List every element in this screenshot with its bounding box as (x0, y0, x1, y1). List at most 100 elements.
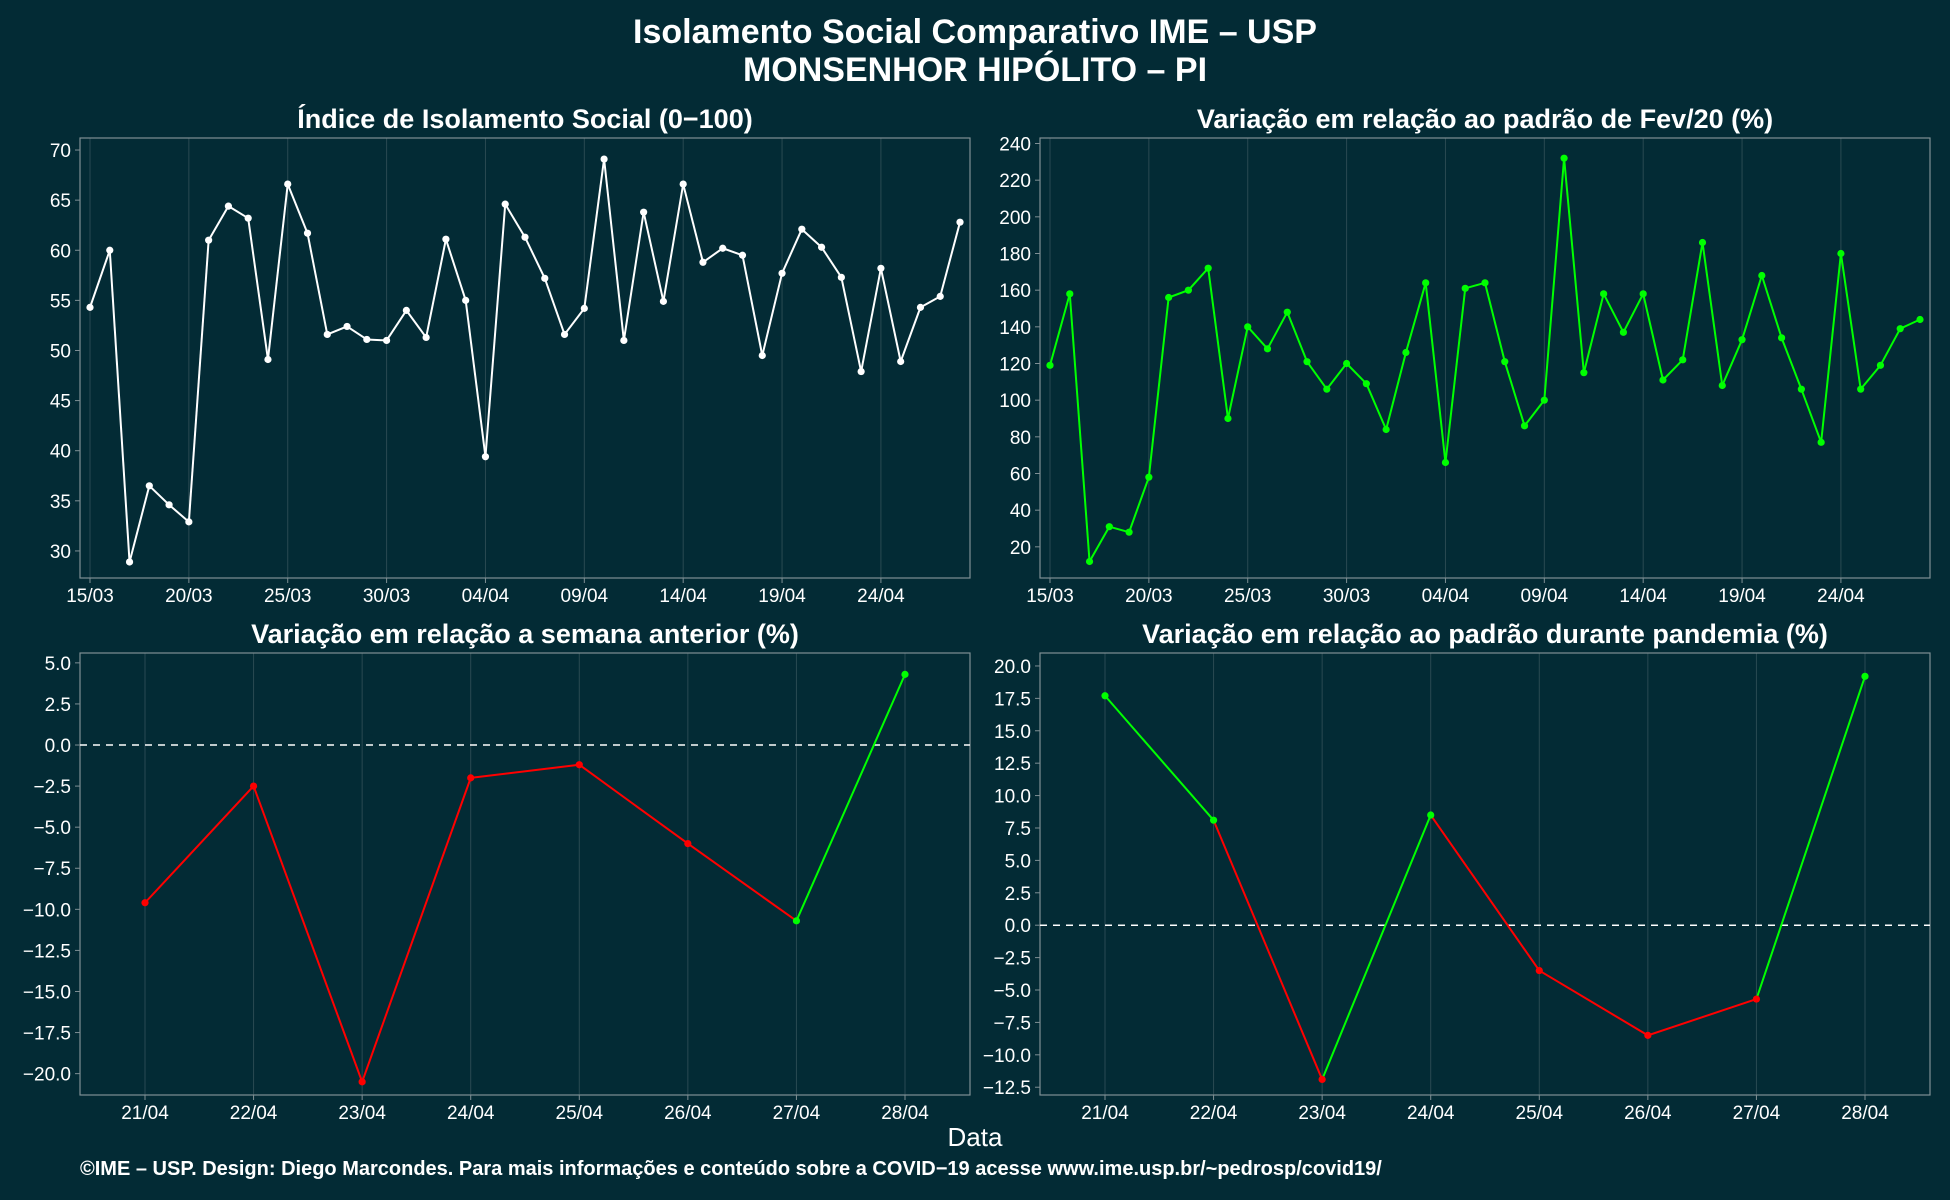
series-line-segment (1246, 326, 1269, 350)
series-line-segment (89, 249, 111, 308)
y-tick-label: 240 (999, 135, 1031, 156)
data-point (382, 336, 391, 345)
data-point (303, 229, 312, 237)
data-point (343, 322, 351, 331)
data-point (1644, 1031, 1652, 1039)
series-line-segment (939, 221, 961, 297)
data-point (1427, 811, 1435, 819)
panel-frame (79, 652, 971, 1096)
data-point (224, 202, 233, 210)
series-line-segment (1049, 293, 1071, 366)
data-point (284, 180, 292, 188)
series-line-segment (1859, 364, 1882, 390)
series-line-segment (682, 183, 704, 263)
data-point (422, 333, 430, 342)
x-tick-label: 21/04 (121, 1103, 169, 1124)
series-line-segment (444, 238, 467, 301)
data-point (481, 453, 490, 461)
data-point (1916, 315, 1924, 324)
x-tick-label: 20/03 (165, 586, 213, 607)
panel-frame (1039, 652, 1931, 1096)
series-line-segment (1187, 267, 1209, 291)
series-line-segment (187, 240, 210, 522)
chart-main-title: Isolamento Social Comparativo IME – USP (633, 13, 1317, 51)
y-tick-label: −7.5 (33, 859, 71, 880)
data-point (1323, 385, 1331, 393)
data-point (1857, 385, 1865, 393)
series-line-segment (642, 211, 665, 302)
data-point (1861, 672, 1869, 680)
x-tick-label: 24/04 (1817, 586, 1865, 607)
data-point (1698, 238, 1707, 247)
series-line-segment (252, 785, 364, 1083)
y-tick-label: 30 (50, 542, 71, 563)
y-tick-label: 160 (999, 281, 1031, 302)
y-tick-label: −17.5 (23, 1024, 71, 1045)
data-point (1224, 414, 1232, 423)
y-tick-label: 200 (999, 208, 1031, 229)
y-tick-label: −10.0 (23, 900, 71, 921)
series-line-segment (1266, 311, 1289, 350)
data-point (1777, 334, 1786, 342)
data-point (86, 303, 94, 311)
data-point (600, 155, 608, 163)
series-line-segment (361, 777, 472, 1083)
data-point (1382, 425, 1390, 434)
data-point (462, 296, 470, 304)
data-point (1461, 284, 1469, 292)
data-point (442, 235, 450, 243)
x-tick-label: 30/03 (363, 586, 411, 607)
data-point (679, 180, 687, 188)
y-tick-label: 40 (50, 442, 71, 463)
series-line-segment (1582, 293, 1605, 373)
data-point (205, 236, 213, 244)
data-point (1659, 376, 1667, 384)
y-tick-label: 70 (50, 141, 71, 162)
series-line-segment (1538, 969, 1649, 1037)
data-point (1145, 473, 1153, 481)
series-line-segment (1326, 362, 1348, 390)
x-tick-label: 24/04 (1407, 1103, 1455, 1124)
data-point (1283, 308, 1291, 316)
data-point (1639, 290, 1647, 298)
series-line-segment (1899, 318, 1921, 330)
data-point (798, 225, 806, 233)
y-tick-label: 140 (999, 318, 1031, 339)
data-point (106, 246, 114, 254)
x-tick-label: 24/04 (857, 586, 905, 607)
series-line-segment (346, 325, 368, 341)
y-tick-label: 0.0 (1005, 916, 1031, 937)
data-point (1837, 249, 1845, 258)
series-line-segment (563, 307, 586, 336)
series-line-segment (1429, 814, 1541, 972)
x-tick-label: 23/04 (338, 1103, 386, 1124)
chart-panel-pandemic-pattern: Variação em relação ao padrão durante pa… (983, 619, 1931, 1124)
x-tick-label: 25/04 (1516, 1103, 1564, 1124)
series-line-segment (1365, 383, 1388, 430)
x-tick-label: 27/04 (1733, 1103, 1781, 1124)
x-tick-label: 22/04 (230, 1103, 278, 1124)
series-line-segment (524, 236, 546, 279)
data-point (778, 269, 786, 277)
x-tick-label: 14/04 (1619, 586, 1667, 607)
data-point (738, 251, 747, 259)
y-tick-label: −12.5 (23, 941, 71, 962)
data-point (323, 330, 331, 339)
x-tick-label: 04/04 (462, 586, 510, 607)
panel-title: Variação em relação ao padrão durante pa… (1142, 619, 1828, 649)
y-tick-label: 15.0 (994, 722, 1031, 743)
series-line-segment (1602, 293, 1625, 333)
data-point (1560, 154, 1568, 162)
series-line-segment (1226, 326, 1249, 419)
series-line-segment (578, 763, 689, 845)
x-tick-label: 30/03 (1323, 586, 1371, 607)
y-tick-label: 120 (999, 355, 1031, 376)
y-tick-label: −12.5 (983, 1078, 1031, 1099)
data-point (1481, 279, 1489, 287)
data-point (249, 782, 258, 790)
series-line-segment (144, 785, 255, 904)
series-line-segment (795, 673, 906, 922)
data-point (877, 264, 885, 272)
series-line-segment (405, 309, 427, 339)
